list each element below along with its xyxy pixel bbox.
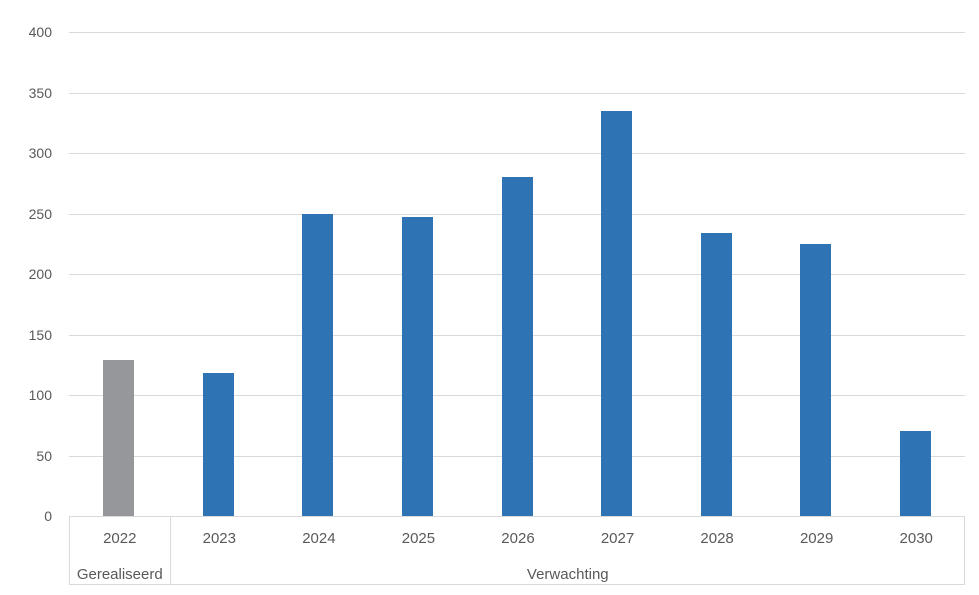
x-axis-tick-label: 2026 [501, 530, 535, 547]
x-axis-tick-label: 2023 [202, 530, 236, 547]
y-axis-tick-label: 350 [28, 84, 52, 101]
y-axis-tick-label: 250 [28, 205, 52, 222]
x-axis-tick-label: 2027 [600, 530, 635, 547]
y-axis-tick-label: 50 [36, 447, 52, 464]
y-axis-tick-label: 200 [28, 266, 52, 282]
bar-2028 [700, 232, 732, 516]
group-label-gerealiseerd: Gerealiseerd [76, 566, 163, 583]
y-axis-tick-label: 150 [28, 326, 52, 343]
y-axis-tick-label: 300 [28, 145, 52, 161]
x-axis-band: 2022 2023 2024 2025 2026 2027 2028 2029 2030 Gere… [69, 516, 965, 585]
y-gridline [69, 516, 965, 517]
x-axis-tick-label: 2029 [799, 530, 834, 547]
bar-2025 [401, 217, 433, 516]
x-axis-tick-label: 2028 [700, 530, 734, 547]
x-axis-tick-label: 2025 [401, 530, 436, 547]
bar-2027 [601, 110, 633, 516]
group-divider [169, 516, 171, 585]
bar-2029 [800, 243, 832, 516]
y-axis-tick-label: 0 [44, 508, 52, 524]
x-axis-tick-label: 2024 [302, 530, 336, 547]
bar-2022 [103, 359, 135, 516]
bar-2030 [899, 431, 931, 516]
y-gridline [69, 92, 965, 94]
bar-2023 [202, 373, 234, 516]
bar-2026 [501, 177, 533, 516]
y-gridline [69, 153, 965, 154]
x-axis-tick-label: 2030 [899, 530, 933, 547]
group-label-verwachting: Verwachting [526, 566, 609, 583]
bar-2024 [302, 213, 334, 516]
y-axis-tick-label: 100 [28, 387, 52, 403]
y-gridline [69, 32, 965, 33]
y-axis-tick-label: 400 [28, 24, 52, 40]
x-axis-tick-label: 2022 [103, 530, 137, 547]
